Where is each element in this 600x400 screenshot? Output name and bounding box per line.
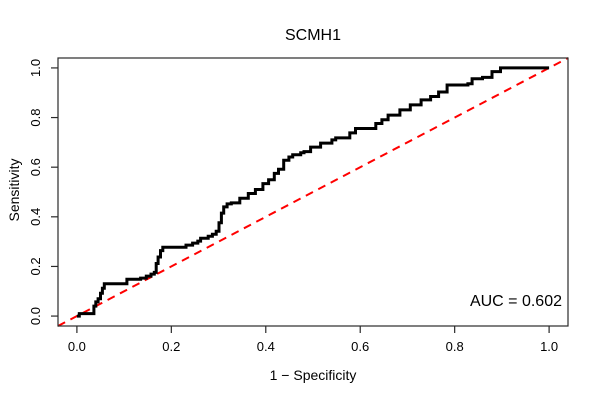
auc-annotation: AUC = 0.602 <box>469 293 562 310</box>
chance-diagonal-line <box>57 57 569 327</box>
x-axis-title: 1 − Specificity <box>269 367 357 383</box>
roc-curve <box>76 66 550 318</box>
x-tick-label: 0.6 <box>351 339 369 354</box>
y-tick-label: 0.0 <box>28 307 43 325</box>
x-tick-label: 0.0 <box>68 339 86 354</box>
y-tick-label: 1.0 <box>28 59 43 77</box>
y-tick-label: 0.2 <box>28 257 43 275</box>
y-tick-label: 0.4 <box>28 208 43 226</box>
x-tick-label: 0.2 <box>162 339 180 354</box>
y-tick-label: 0.8 <box>28 109 43 127</box>
y-tick-label: 0.6 <box>28 158 43 176</box>
chart-title: SCMH1 <box>284 27 341 44</box>
plot-box <box>57 57 569 327</box>
x-tick-label: 1.0 <box>540 339 558 354</box>
x-tick-label: 0.8 <box>446 339 464 354</box>
x-tick-label: 0.4 <box>257 339 275 354</box>
